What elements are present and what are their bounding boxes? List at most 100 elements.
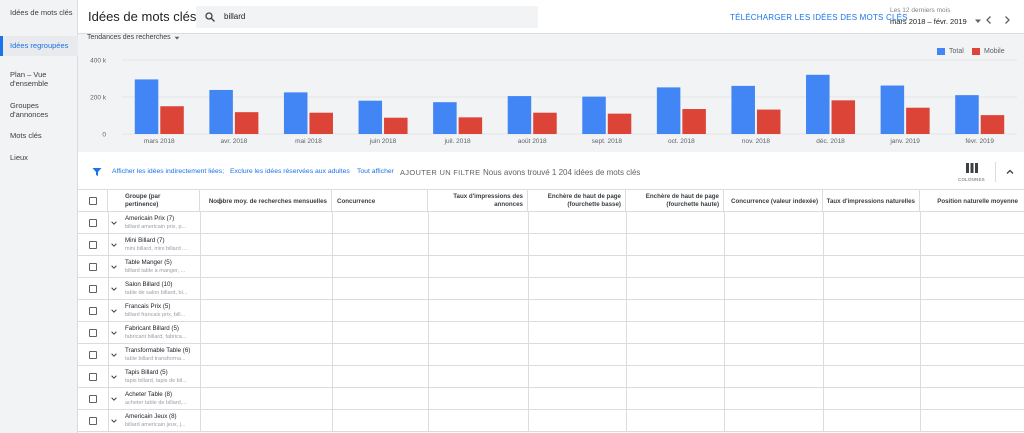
row-checkbox[interactable]	[89, 263, 97, 271]
exclude-adult-ideas-link[interactable]: Exclure les idées réservées aux adultes	[230, 168, 350, 175]
chevron-left-icon[interactable]	[984, 15, 994, 25]
expand-chevron-icon[interactable]	[110, 417, 118, 425]
bar-total[interactable]	[358, 100, 383, 134]
header-group[interactable]: Groupe (par pertinence)	[108, 190, 223, 212]
chart-dropdown[interactable]: Tendances des recherches	[87, 34, 171, 41]
table-row[interactable]: Acheter Table (8) acheter table de billar…	[78, 388, 1024, 410]
bar-total[interactable]	[507, 96, 532, 134]
row-checkbox[interactable]	[89, 417, 97, 425]
group-name[interactable]: Salon Billard (10)	[125, 281, 173, 288]
row-checkbox[interactable]	[89, 395, 97, 403]
row-checkbox[interactable]	[89, 285, 97, 293]
group-name[interactable]: Francais Prix (5)	[125, 303, 171, 310]
group-name[interactable]: Americain Jeux (8)	[125, 413, 177, 420]
show-all-link[interactable]: Tout afficher	[357, 168, 394, 175]
download-keyword-ideas-link[interactable]: TÉLÉCHARGER LES IDÉES DES MOTS CLÉS	[730, 13, 908, 22]
bar-mobile[interactable]	[906, 107, 930, 134]
table-row[interactable]: Tapis Billard (5) tapis billard, tapis de…	[78, 366, 1024, 388]
bar-mobile[interactable]	[384, 117, 408, 134]
caret-down-icon[interactable]	[973, 16, 983, 26]
group-name[interactable]: Mini Billard (7)	[125, 237, 165, 244]
header-competition-indexed[interactable]: Concurrence (valeur indexée)	[724, 190, 823, 212]
row-checkbox[interactable]	[89, 241, 97, 249]
expand-chevron-icon[interactable]	[110, 307, 118, 315]
table-row[interactable]: Americain Jeux (8) billard americain jeux…	[78, 410, 1024, 432]
header-bid-high[interactable]: Enchère de haut de page (fourchette haut…	[626, 190, 724, 212]
bar-total[interactable]	[880, 85, 905, 134]
sidebar-item-keyword-ideas[interactable]: Idées de mots clés	[0, 8, 78, 17]
sidebar-item-plan-overview[interactable]: Plan – Vue d'ensemble	[0, 70, 78, 88]
add-filter-button[interactable]: AJOUTER UN FILTRE	[400, 168, 481, 177]
expand-chevron-icon[interactable]	[110, 241, 118, 249]
sidebar-item-ad-groups[interactable]: Groupes d'annonces	[0, 101, 78, 119]
bar-mobile[interactable]	[831, 100, 856, 134]
cell-divider	[108, 278, 109, 300]
header-organic-position[interactable]: Position naturelle moyenne	[920, 190, 1024, 212]
expand-chevron-icon[interactable]	[110, 329, 118, 337]
row-checkbox[interactable]	[89, 219, 97, 227]
sort-down-arrow-icon[interactable]	[216, 197, 224, 205]
columns-icon[interactable]	[966, 163, 978, 173]
bar-chart: 0 200 k 400 k mars 2018 avr. 2018 mai 2018 jui…	[90, 58, 1017, 145]
bar-total[interactable]	[806, 74, 830, 134]
table-row[interactable]: Mini Billard (7) mini billard, mini billa…	[78, 234, 1024, 256]
filter-icon[interactable]	[92, 167, 102, 177]
bar-total[interactable]	[134, 79, 159, 134]
chevron-up-icon[interactable]	[1005, 167, 1015, 177]
row-checkbox[interactable]	[89, 307, 97, 315]
group-name[interactable]: Table Manger (5)	[125, 259, 172, 266]
table-row[interactable]: Table Manger (5) billard table a manger, …	[78, 256, 1024, 278]
bar-mobile[interactable]	[980, 115, 1005, 134]
sidebar-item-grouped-ideas[interactable]: Idées regroupées	[0, 36, 78, 56]
expand-chevron-icon[interactable]	[110, 395, 118, 403]
sidebar-item-locations[interactable]: Lieux	[0, 153, 78, 162]
bar-total[interactable]	[955, 95, 979, 134]
select-all-checkbox[interactable]	[89, 197, 97, 205]
bar-mobile[interactable]	[533, 112, 557, 134]
bar-mobile[interactable]	[234, 112, 259, 134]
cell-divider	[200, 278, 201, 300]
header-competition[interactable]: Concurrence	[332, 190, 428, 212]
group-name[interactable]: Tapis Billard (5)	[125, 369, 168, 376]
bar-total[interactable]	[283, 92, 308, 134]
bar-mobile[interactable]	[309, 112, 333, 134]
expand-chevron-icon[interactable]	[110, 373, 118, 381]
columns-label[interactable]: COLONNES	[958, 177, 985, 182]
group-name[interactable]: Acheter Table (8)	[125, 391, 173, 398]
bar-mobile[interactable]	[160, 106, 184, 134]
header-avg-monthly-searches[interactable]: Nombre moy. de recherches mensuelles	[200, 190, 332, 212]
table-row[interactable]: Transformable Table (6) table billard tra…	[78, 344, 1024, 366]
group-name[interactable]: Transformable Table (6)	[125, 347, 191, 354]
bar-mobile[interactable]	[682, 109, 706, 134]
table-row[interactable]: Francais Prix (5) billard francais prix, …	[78, 300, 1024, 322]
show-indirect-ideas-link[interactable]: Afficher les idées indirectement liées;	[112, 168, 225, 175]
expand-chevron-icon[interactable]	[110, 263, 118, 271]
bar-total[interactable]	[582, 96, 606, 134]
bar-total[interactable]	[731, 85, 755, 134]
bar-total[interactable]	[209, 89, 233, 134]
search-input[interactable]: billard	[196, 6, 538, 28]
expand-chevron-icon[interactable]	[110, 351, 118, 359]
table-row[interactable]: Salon Billard (10) table de salon billard…	[78, 278, 1024, 300]
bar-mobile[interactable]	[458, 117, 483, 134]
table-row[interactable]: Americain Prix (7) billard americain prix…	[78, 212, 1024, 234]
sidebar-item-keywords[interactable]: Mots clés	[0, 131, 78, 140]
table-row[interactable]: Fabricant Billard (5) fabricant billard, …	[78, 322, 1024, 344]
chevron-right-icon[interactable]	[1002, 15, 1012, 25]
group-name[interactable]: Americain Prix (7)	[125, 215, 175, 222]
expand-chevron-icon[interactable]	[110, 219, 118, 227]
expand-chevron-icon[interactable]	[110, 285, 118, 293]
header-ad-impression-share[interactable]: Taux d'impressions des annonces	[428, 190, 528, 212]
header-organic-impressions[interactable]: Taux d'impressions naturelles	[823, 190, 920, 212]
bar-mobile[interactable]	[607, 113, 632, 134]
row-checkbox[interactable]	[89, 351, 97, 359]
caret-down-icon[interactable]	[173, 34, 181, 42]
row-checkbox[interactable]	[89, 373, 97, 381]
bar-total[interactable]	[656, 87, 681, 134]
header-bid-low[interactable]: Enchère de haut de page (fourchette bass…	[528, 190, 626, 212]
date-range-value[interactable]: mars 2018 – févr. 2019	[890, 17, 967, 26]
bar-mobile[interactable]	[756, 109, 781, 134]
bar-total[interactable]	[433, 102, 457, 134]
group-name[interactable]: Fabricant Billard (5)	[125, 325, 179, 332]
row-checkbox[interactable]	[89, 329, 97, 337]
